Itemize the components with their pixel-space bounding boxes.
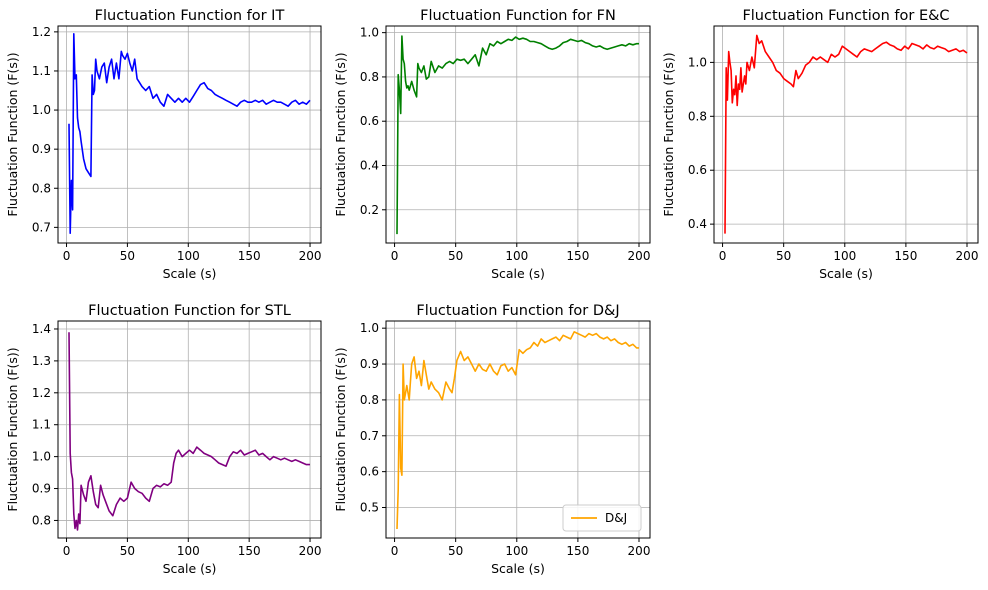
chart-panel-3: 0 50 100 150 200 0.4 0.6 0.8 1.0 Fluctuation Func… bbox=[661, 8, 979, 281]
series-line bbox=[396, 330, 639, 530]
series-line bbox=[396, 35, 639, 235]
x-axis-label: Scale (s) bbox=[491, 561, 545, 576]
x-tick-label: 200 bbox=[299, 249, 322, 263]
y-tick-label: 1.0 bbox=[360, 26, 379, 40]
x-tick-label: 150 bbox=[894, 249, 917, 263]
x-tick-label: 50 bbox=[776, 249, 791, 263]
y-tick-label: 0.8 bbox=[360, 393, 379, 407]
y-tick-label: 0.7 bbox=[32, 220, 51, 234]
y-axis-label: Fluctuation Function (F(s)) bbox=[5, 52, 20, 216]
y-tick-label: 1.2 bbox=[32, 25, 51, 39]
y-tick-label: 1.1 bbox=[32, 418, 51, 432]
y-tick-label: 1.4 bbox=[32, 322, 51, 336]
y-tick-label: 0.4 bbox=[688, 217, 707, 231]
axes-frame bbox=[57, 320, 322, 539]
x-axis-label: Scale (s) bbox=[163, 266, 217, 281]
y-tick-label: 1.2 bbox=[32, 386, 51, 400]
y-tick-label: 0.9 bbox=[360, 357, 379, 371]
y-tick-label: 0.7 bbox=[360, 429, 379, 443]
chart-title: Fluctuation Function for STL bbox=[88, 303, 291, 319]
x-tick-label: 200 bbox=[628, 544, 651, 558]
x-axis-label: Scale (s) bbox=[491, 266, 545, 281]
x-tick-label: 150 bbox=[566, 249, 589, 263]
x-tick-label: 150 bbox=[238, 544, 261, 558]
x-tick-label: 0 bbox=[63, 544, 71, 558]
chart-title: Fluctuation Function for E&C bbox=[742, 8, 949, 24]
axes-frame bbox=[385, 320, 651, 539]
chart-panel-1: 0 50 100 150 200 0.7 0.8 0.9 1.0 1.1 1.2 Fluctuatio… bbox=[5, 8, 322, 281]
y-tick-label: 0.8 bbox=[688, 109, 707, 123]
x-tick-label: 100 bbox=[833, 249, 856, 263]
x-tick-label: 100 bbox=[177, 249, 200, 263]
axes-frame bbox=[713, 25, 979, 244]
x-tick-label: 50 bbox=[448, 249, 463, 263]
x-tick-label: 0 bbox=[719, 249, 727, 263]
y-tick-label: 0.8 bbox=[32, 513, 51, 527]
y-tick-label: 1.3 bbox=[32, 354, 51, 368]
legend: D&J bbox=[562, 504, 642, 532]
x-tick-label: 0 bbox=[63, 249, 71, 263]
x-tick-label: 50 bbox=[448, 544, 463, 558]
y-tick-label: 0.8 bbox=[360, 70, 379, 84]
y-tick-label: 0.2 bbox=[360, 203, 379, 217]
y-tick-label: 1.0 bbox=[32, 103, 51, 117]
x-tick-label: 150 bbox=[566, 544, 589, 558]
x-tick-label: 50 bbox=[120, 249, 135, 263]
x-tick-label: 150 bbox=[238, 249, 261, 263]
x-tick-label: 0 bbox=[391, 544, 399, 558]
chart-title: Fluctuation Function for D&J bbox=[416, 303, 619, 319]
x-axis-label: Scale (s) bbox=[819, 266, 873, 281]
y-tick-label: 1.0 bbox=[360, 321, 379, 335]
y-axis-label: Fluctuation Function (F(s)) bbox=[333, 347, 348, 511]
x-tick-label: 200 bbox=[956, 249, 979, 263]
chart-panel-4: 0 50 100 150 200 0.8 0.9 1.0 1.1 1.2 1.3 1.4 Fluctua… bbox=[5, 303, 322, 576]
y-axis-label: Fluctuation Function (F(s)) bbox=[661, 52, 676, 216]
legend-entry: D&J bbox=[605, 511, 627, 525]
y-tick-label: 1.0 bbox=[688, 55, 707, 69]
y-tick-label: 0.4 bbox=[360, 159, 379, 173]
x-tick-label: 50 bbox=[120, 544, 135, 558]
x-tick-label: 0 bbox=[391, 249, 399, 263]
y-tick-label: 0.9 bbox=[32, 482, 51, 496]
chart-title: Fluctuation Function for FN bbox=[420, 8, 616, 24]
y-tick-label: 0.8 bbox=[32, 181, 51, 195]
series-line bbox=[68, 32, 311, 234]
axes-frame bbox=[57, 25, 322, 244]
x-tick-label: 200 bbox=[299, 544, 322, 558]
x-tick-label: 100 bbox=[505, 249, 528, 263]
y-tick-label: 0.6 bbox=[360, 465, 379, 479]
y-tick-label: 0.6 bbox=[360, 114, 379, 128]
y-axis-label: Fluctuation Function (F(s)) bbox=[5, 347, 20, 511]
y-tick-label: 0.9 bbox=[32, 142, 51, 156]
x-tick-label: 200 bbox=[628, 249, 651, 263]
y-tick-label: 1.1 bbox=[32, 64, 51, 78]
chart-panel-5: 0 50 100 150 200 0.5 0.6 0.7 0.8 0.9 1.0 Fluctuatio… bbox=[333, 303, 651, 576]
chart-panel-2: 0 50 100 150 200 0.2 0.4 0.6 0.8 1.0 Fluctuation F… bbox=[333, 8, 651, 281]
axes-frame bbox=[385, 25, 651, 244]
chart-title: Fluctuation Function for IT bbox=[95, 8, 285, 24]
series-line bbox=[724, 34, 968, 234]
y-axis-label: Fluctuation Function (F(s)) bbox=[333, 52, 348, 216]
y-tick-label: 1.0 bbox=[32, 450, 51, 464]
y-tick-label: 0.5 bbox=[360, 501, 379, 515]
legend-box bbox=[562, 504, 642, 532]
x-axis-label: Scale (s) bbox=[163, 561, 217, 576]
series-line bbox=[68, 332, 310, 531]
x-tick-label: 100 bbox=[177, 544, 200, 558]
y-tick-label: 0.6 bbox=[688, 163, 707, 177]
x-tick-label: 100 bbox=[505, 544, 528, 558]
